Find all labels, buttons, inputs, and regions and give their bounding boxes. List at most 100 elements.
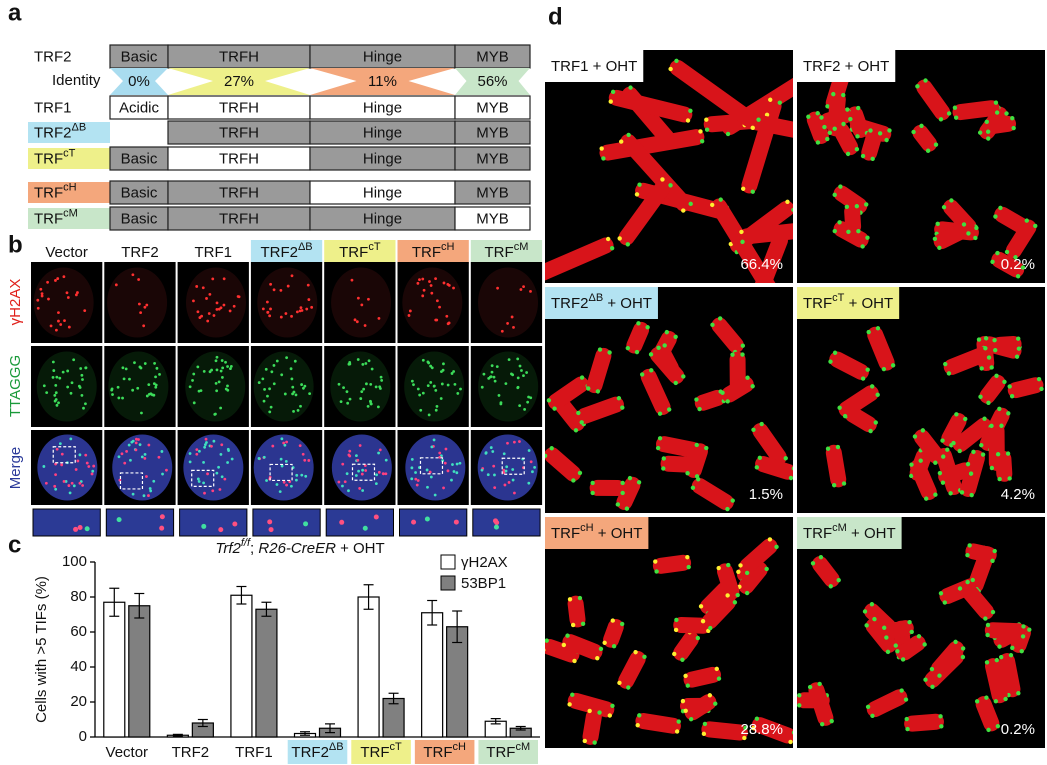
telomere [899, 688, 904, 693]
panel-label-part: + OHT [603, 295, 652, 312]
focus [36, 306, 40, 310]
telomere [890, 363, 896, 368]
focus [215, 307, 219, 311]
chromosome [952, 100, 1000, 121]
focus [121, 366, 125, 370]
focus [429, 284, 433, 287]
telomere [660, 177, 665, 182]
telomere [1021, 624, 1026, 629]
nucleus [257, 267, 318, 338]
telomere [676, 719, 681, 724]
inset-box [191, 469, 215, 487]
telomere [764, 112, 770, 117]
focus [356, 358, 360, 361]
chromosome [895, 634, 927, 662]
focus [519, 288, 523, 291]
chromosome [995, 450, 1013, 482]
focus [347, 362, 351, 366]
telomere [911, 129, 916, 135]
focus [369, 402, 373, 406]
focus [54, 279, 57, 282]
focus [440, 370, 443, 374]
telomere [704, 117, 709, 122]
chromatid [952, 417, 992, 452]
telomere [969, 492, 974, 498]
focus [74, 293, 78, 297]
focus [492, 518, 498, 524]
focus [339, 519, 345, 525]
bar [255, 608, 278, 738]
inset [105, 508, 175, 537]
telomere [619, 139, 624, 144]
telomere [922, 642, 927, 647]
telomere [607, 713, 613, 718]
telomere [832, 228, 837, 234]
telomere [698, 604, 704, 609]
focus [369, 382, 373, 386]
focus [90, 472, 94, 476]
focus [456, 392, 460, 395]
telomere [1004, 111, 1009, 116]
telomere [645, 325, 650, 330]
telomere [986, 355, 992, 360]
chromosome [701, 721, 748, 741]
telomere [697, 406, 702, 412]
focus [143, 452, 147, 456]
telomere [797, 703, 802, 708]
focus [374, 385, 378, 389]
telomere [656, 345, 661, 351]
focus [284, 312, 288, 315]
focus [502, 452, 506, 456]
chromosome [648, 345, 686, 386]
focus [337, 480, 341, 484]
focus [299, 404, 302, 408]
focus [418, 393, 422, 397]
telomere [545, 638, 549, 643]
focus [434, 277, 437, 281]
focus [450, 478, 453, 482]
domain-box [454, 120, 531, 145]
focus [504, 382, 508, 386]
domain-label: MYB [476, 99, 509, 116]
nucleus [107, 267, 168, 338]
focus [348, 397, 352, 401]
focus [491, 450, 495, 453]
focus [438, 305, 441, 309]
telomere [938, 591, 944, 596]
telomere [933, 142, 939, 147]
telomere [862, 609, 868, 614]
focus [261, 377, 265, 381]
focus [356, 458, 360, 462]
focus [204, 437, 208, 441]
telomere [844, 204, 850, 210]
focus [165, 468, 168, 472]
focus [202, 481, 205, 485]
focus [286, 284, 290, 288]
chromosome [635, 713, 681, 734]
telomere [932, 236, 938, 242]
focus [529, 396, 533, 400]
focus [495, 365, 499, 369]
telomere [730, 352, 735, 357]
chromosome [652, 554, 692, 574]
focus [433, 493, 437, 497]
chromatid [913, 429, 945, 464]
focus [143, 362, 147, 365]
telomere [982, 416, 987, 421]
chromatid [562, 634, 603, 660]
focus [446, 469, 450, 473]
telomere [998, 654, 1004, 660]
focus [429, 381, 433, 384]
focus [533, 466, 536, 469]
focus [73, 526, 79, 532]
chromatid [941, 413, 967, 447]
focus [283, 443, 287, 447]
chromosome [567, 595, 586, 628]
focus [268, 410, 272, 414]
focus [278, 490, 282, 494]
telomere [963, 416, 968, 422]
error-bar [300, 731, 310, 736]
focus [206, 472, 209, 476]
telomere [869, 384, 875, 389]
focus [285, 356, 289, 360]
